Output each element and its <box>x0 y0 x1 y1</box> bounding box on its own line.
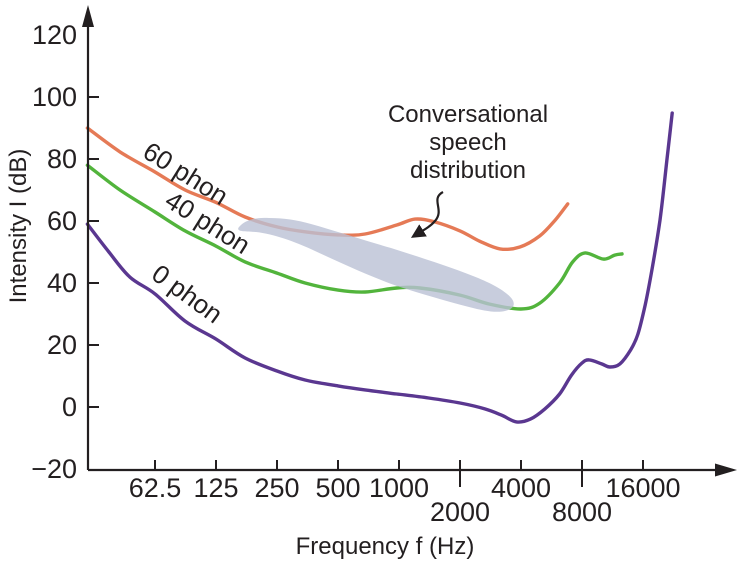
x-tick-label: 125 <box>193 473 238 503</box>
annotation-arrow <box>410 191 444 238</box>
speech-distribution-region <box>238 217 514 312</box>
annotation-line-1: Conversational <box>388 101 548 128</box>
y-tick-label: 20 <box>47 330 77 360</box>
annotation-line-3: distribution <box>410 157 526 184</box>
x-tick-label: 16000 <box>605 473 680 503</box>
x-tick-label: 1000 <box>369 473 429 503</box>
x-axis-title: Frequency f (Hz) <box>296 533 475 560</box>
annotation-line-2: speech <box>429 129 506 156</box>
x-tick-label: 4000 <box>491 473 551 503</box>
y-axis-arrowhead-icon <box>82 5 94 27</box>
y-tick-label: 40 <box>47 268 77 298</box>
x-tick-label: 2000 <box>430 497 490 527</box>
x-tick-label: 62.5 <box>129 473 182 503</box>
curve-0-phon <box>85 111 674 424</box>
y-tick-label: 80 <box>47 144 77 174</box>
y-tick-label: 60 <box>47 206 77 236</box>
x-tick-label: 250 <box>254 473 299 503</box>
y-tick-label: −20 <box>31 454 77 484</box>
x-tick-label: 500 <box>315 473 360 503</box>
x-axis-arrowhead-icon <box>715 463 737 477</box>
y-ticks-group: 120 100 80 60 40 20 0 −20 <box>31 20 99 484</box>
curve-60-phon <box>85 126 570 252</box>
x-tick-label: 8000 <box>552 497 612 527</box>
y-tick-label: 0 <box>62 392 77 422</box>
y-tick-label: 120 <box>32 20 77 50</box>
curve-label-0-phon: 0 phon <box>146 258 228 329</box>
y-axis-title: Intensity I (dB) <box>5 149 32 304</box>
y-tick-label: 100 <box>32 82 77 112</box>
